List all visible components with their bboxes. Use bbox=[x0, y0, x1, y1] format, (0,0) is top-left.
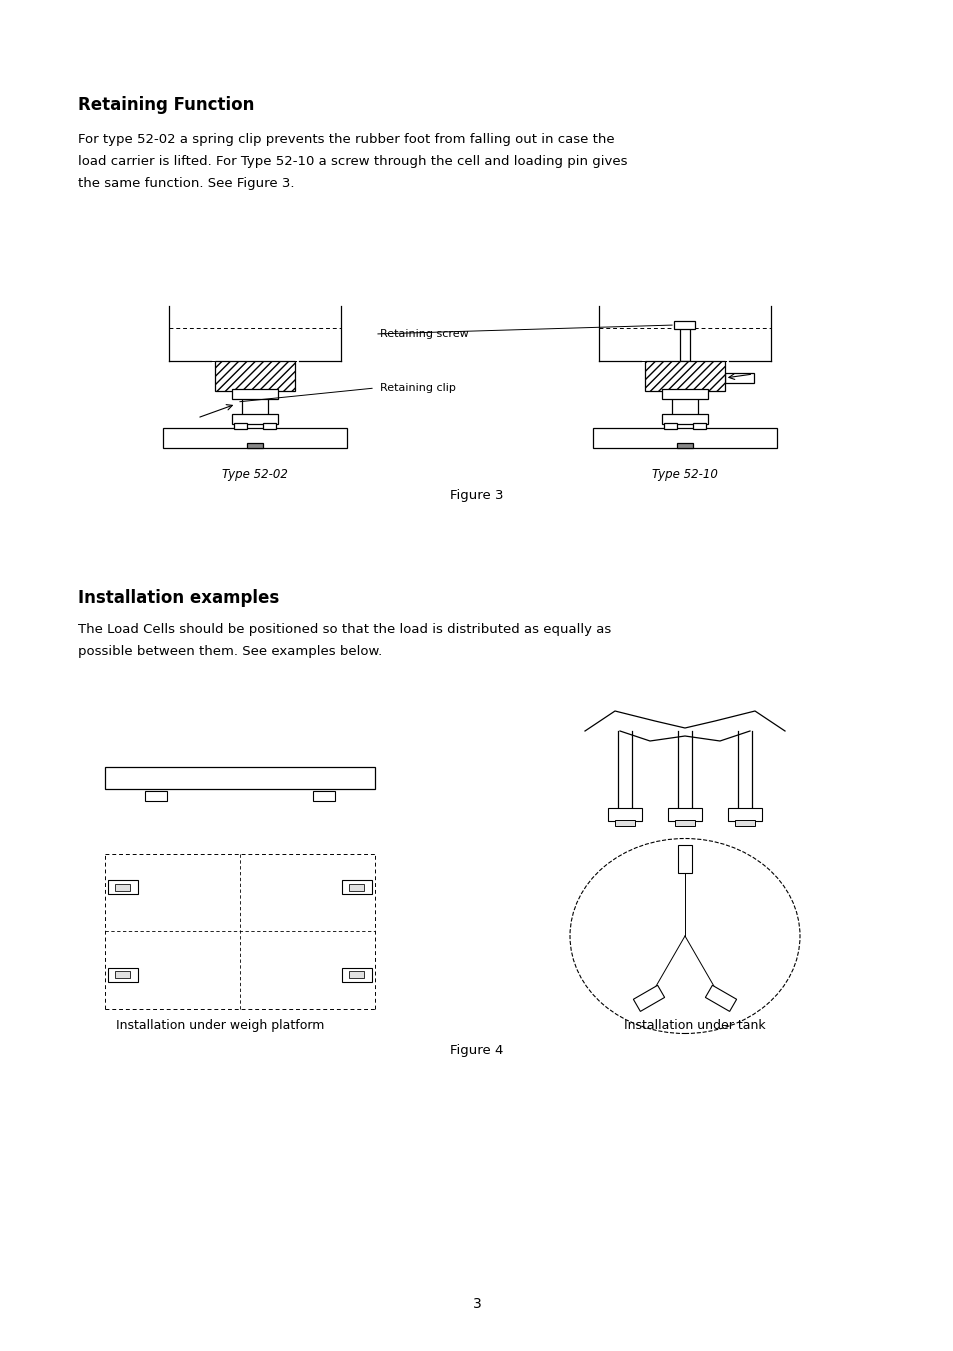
Bar bbox=[232, 413, 278, 424]
Bar bbox=[214, 361, 294, 390]
Bar bbox=[633, 985, 664, 1012]
Bar bbox=[232, 389, 278, 399]
Text: Retaining Function: Retaining Function bbox=[78, 96, 254, 113]
Bar bbox=[675, 820, 695, 825]
Bar bbox=[313, 790, 335, 801]
Bar bbox=[667, 808, 701, 821]
Text: possible between them. See examples below.: possible between them. See examples belo… bbox=[78, 644, 382, 658]
Bar bbox=[349, 884, 364, 890]
Text: load carrier is lifted. For Type 52-10 a screw through the cell and loading pin : load carrier is lifted. For Type 52-10 a… bbox=[78, 155, 627, 168]
Bar bbox=[145, 790, 167, 801]
Text: 3: 3 bbox=[472, 1297, 481, 1310]
Bar bbox=[661, 413, 707, 424]
Ellipse shape bbox=[569, 839, 800, 1034]
Bar bbox=[115, 884, 131, 890]
Text: Type 52-02: Type 52-02 bbox=[222, 467, 288, 481]
Bar bbox=[263, 423, 275, 430]
Bar bbox=[661, 389, 707, 399]
Bar bbox=[341, 881, 372, 894]
Bar bbox=[644, 361, 724, 390]
Text: the same function. See Figure 3.: the same function. See Figure 3. bbox=[78, 177, 294, 190]
Bar bbox=[663, 423, 676, 430]
Text: Retaining screw: Retaining screw bbox=[379, 330, 468, 339]
Text: Figure 3: Figure 3 bbox=[450, 489, 503, 503]
Text: Installation under tank: Installation under tank bbox=[623, 1019, 765, 1032]
Bar bbox=[349, 971, 364, 978]
Bar bbox=[607, 808, 641, 821]
Text: Figure 4: Figure 4 bbox=[450, 1044, 503, 1056]
Bar bbox=[676, 443, 693, 449]
Bar bbox=[233, 423, 246, 430]
Bar bbox=[734, 820, 754, 825]
Bar bbox=[341, 967, 372, 982]
Bar bbox=[679, 326, 690, 361]
Bar bbox=[727, 808, 761, 821]
Text: The Load Cells should be positioned so that the load is distributed as equally a: The Load Cells should be positioned so t… bbox=[78, 623, 611, 636]
Bar bbox=[105, 767, 375, 789]
Text: Installation examples: Installation examples bbox=[78, 589, 279, 607]
Text: For type 52-02 a spring clip prevents the rubber foot from falling out in case t: For type 52-02 a spring clip prevents th… bbox=[78, 132, 614, 146]
Bar bbox=[108, 881, 138, 894]
Bar bbox=[615, 820, 635, 825]
Bar bbox=[246, 443, 263, 449]
Text: Type 52-10: Type 52-10 bbox=[652, 467, 718, 481]
Text: Installation under weigh platform: Installation under weigh platform bbox=[115, 1019, 324, 1032]
Bar bbox=[674, 322, 695, 330]
Bar bbox=[724, 373, 754, 382]
Text: Retaining clip: Retaining clip bbox=[379, 382, 456, 393]
Bar bbox=[592, 428, 777, 449]
Bar bbox=[704, 985, 736, 1012]
Bar bbox=[108, 967, 138, 982]
Bar bbox=[162, 428, 347, 449]
Bar bbox=[115, 971, 131, 978]
Bar bbox=[678, 844, 691, 873]
Bar bbox=[693, 423, 705, 430]
